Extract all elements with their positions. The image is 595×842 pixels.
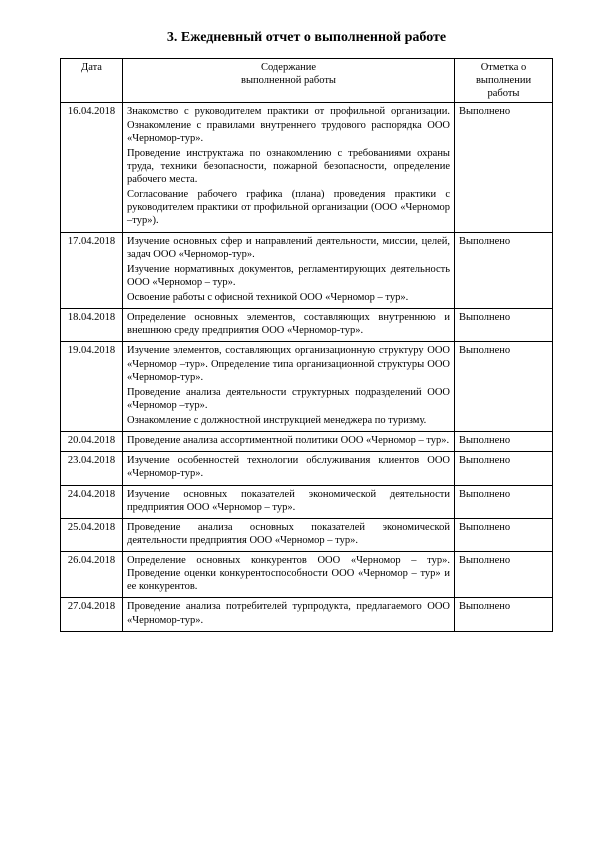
table-row: 18.04.2018Определение основных элементов… (61, 309, 553, 342)
cell-mark: Выполнено (455, 432, 553, 452)
cell-mark: Выполнено (455, 485, 553, 518)
description-paragraph: Определение основных элементов, составля… (127, 311, 450, 337)
description-paragraph: Проведение анализа ассортиментной полити… (127, 434, 450, 447)
table-row: 20.04.2018 Проведение анализа ассортимент… (61, 432, 553, 452)
cell-date: 25.04.2018 (61, 518, 123, 551)
cell-date: 19.04.2018 (61, 342, 123, 432)
table-row: 24.04.2018Изучение основных показателей … (61, 485, 553, 518)
description-paragraph: Изучение нормативных документов, регламе… (127, 263, 450, 289)
description-paragraph: Проведение анализа деятельности структур… (127, 386, 450, 412)
description-paragraph: Изучение основных показателей экономичес… (127, 488, 450, 514)
table-row: 23.04.2018Изучение особенностей технолог… (61, 452, 553, 485)
cell-description: Изучение особенностей технологии обслужи… (123, 452, 455, 485)
table-row: 27.04.2018Проведение анализа потребителе… (61, 598, 553, 631)
cell-mark: Выполнено (455, 518, 553, 551)
cell-date: 16.04.2018 (61, 103, 123, 232)
cell-date: 27.04.2018 (61, 598, 123, 631)
table-row: 17.04.2018Изучение основных сфер и напра… (61, 232, 553, 309)
cell-mark: Выполнено (455, 232, 553, 309)
description-paragraph: Проведение инструктажа по ознакомлению с… (127, 147, 450, 186)
table-row: 19.04.2018Изучение элементов, составляющ… (61, 342, 553, 432)
description-paragraph: Проведение анализа потребителей турпроду… (127, 600, 450, 626)
description-paragraph: Определение основных конкурентов ООО «Че… (127, 554, 450, 593)
cell-date: 17.04.2018 (61, 232, 123, 309)
cell-mark: Выполнено (455, 309, 553, 342)
description-paragraph: Освоение работы с офисной техникой ООО «… (127, 291, 450, 304)
table-row: 16.04.2018Знакомство с руководителем пра… (61, 103, 553, 232)
cell-description: Изучение элементов, составляющих организ… (123, 342, 455, 432)
page-title: 3. Ежедневный отчет о выполненной работе (60, 30, 553, 46)
cell-date: 24.04.2018 (61, 485, 123, 518)
cell-description: Проведение анализа ассортиментной полити… (123, 432, 455, 452)
daily-report-table: Дата Содержание выполненной работы Отмет… (60, 58, 553, 632)
cell-date: 18.04.2018 (61, 309, 123, 342)
col-mark-header: Отметка о выполнении работы (455, 59, 553, 103)
table-row: 26.04.2018Определение основных конкурент… (61, 552, 553, 598)
col-desc-header: Содержание выполненной работы (123, 59, 455, 103)
description-paragraph: Изучение особенностей технологии обслужи… (127, 454, 450, 480)
cell-mark: Выполнено (455, 598, 553, 631)
description-paragraph: Проведение анализа основных показателей … (127, 521, 450, 547)
cell-date: 26.04.2018 (61, 552, 123, 598)
cell-description: Изучение основных показателей экономичес… (123, 485, 455, 518)
description-paragraph: Знакомство с руководителем практики от п… (127, 105, 450, 144)
cell-date: 23.04.2018 (61, 452, 123, 485)
cell-description: Проведение анализа потребителей турпроду… (123, 598, 455, 631)
description-paragraph: Ознакомление с должностной инструкцией м… (127, 414, 450, 427)
cell-description: Знакомство с руководителем практики от п… (123, 103, 455, 232)
cell-date: 20.04.2018 (61, 432, 123, 452)
cell-mark: Выполнено (455, 342, 553, 432)
cell-mark: Выполнено (455, 552, 553, 598)
cell-description: Определение основных элементов, составля… (123, 309, 455, 342)
cell-mark: Выполнено (455, 452, 553, 485)
cell-description: Проведение анализа основных показателей … (123, 518, 455, 551)
col-date-header: Дата (61, 59, 123, 103)
table-row: 25.04.2018Проведение анализа основных по… (61, 518, 553, 551)
description-paragraph: Изучение основных сфер и направлений дея… (127, 235, 450, 261)
description-paragraph: Изучение элементов, составляющих организ… (127, 344, 450, 383)
cell-mark: Выполнено (455, 103, 553, 232)
cell-description: Определение основных конкурентов ООО «Че… (123, 552, 455, 598)
description-paragraph: Согласование рабочего графика (плана) пр… (127, 188, 450, 227)
cell-description: Изучение основных сфер и направлений дея… (123, 232, 455, 309)
table-header-row: Дата Содержание выполненной работы Отмет… (61, 59, 553, 103)
